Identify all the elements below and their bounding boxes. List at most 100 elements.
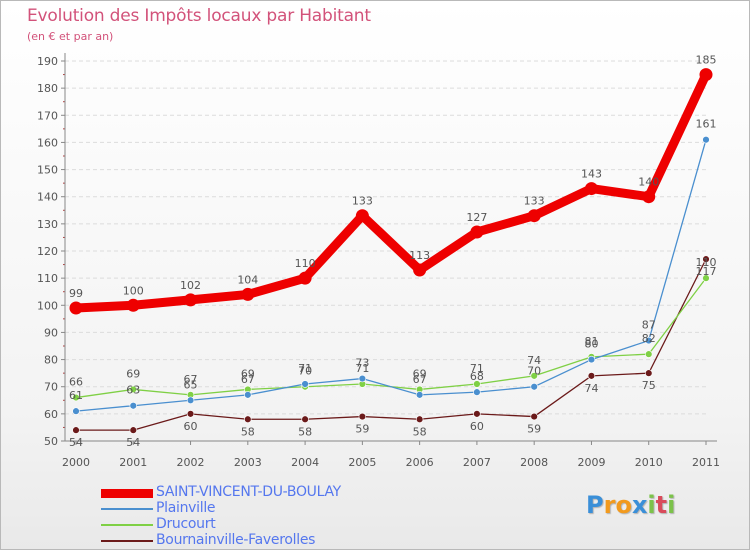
data-point-0	[699, 68, 713, 82]
series-lines	[71, 70, 711, 431]
data-label-2: 69	[413, 367, 427, 380]
data-point-2	[473, 380, 481, 388]
data-label-3: 75	[642, 379, 656, 392]
data-point-3	[530, 412, 538, 421]
x-tick-label: 2002	[177, 456, 205, 469]
data-label-2: 74	[527, 354, 541, 367]
y-tick-label: 90	[44, 326, 58, 339]
chart-subtitle: (en € et par an)	[27, 30, 114, 43]
data-point-3	[702, 255, 710, 263]
data-label-2: 71	[470, 362, 484, 375]
y-tick-label: 190	[37, 55, 58, 68]
chart-title: Evolution des Impôts locaux par Habitant	[27, 6, 371, 26]
grid	[65, 60, 709, 442]
legend-swatch	[101, 508, 153, 510]
data-label-0: 100	[123, 284, 144, 297]
data-point-0	[241, 287, 255, 301]
data-label-1: 63	[126, 384, 140, 397]
data-label-1: 87	[642, 319, 656, 332]
data-label-2: 82	[642, 332, 656, 345]
x-tick-label: 2006	[406, 456, 434, 469]
data-label-3: 117	[696, 265, 717, 278]
data-label-1: 68	[470, 370, 484, 383]
data-point-1	[358, 374, 367, 383]
data-point-0	[527, 209, 541, 223]
data-label-3: 59	[355, 423, 369, 436]
data-point-1	[72, 407, 80, 415]
y-tick-label: 50	[44, 435, 58, 448]
data-label-0: 133	[524, 195, 545, 208]
data-label-2: 66	[69, 376, 83, 389]
data-label-0: 99	[69, 287, 83, 300]
y-tick-label: 80	[44, 354, 58, 367]
logo-letter: i	[647, 491, 656, 519]
legend-swatch	[101, 524, 153, 526]
data-point-0	[184, 293, 198, 307]
data-label-1: 70	[527, 365, 541, 378]
data-label-3: 74	[584, 382, 598, 395]
y-tick-label: 100	[37, 299, 58, 312]
data-point-1	[530, 383, 538, 391]
data-label-1: 80	[584, 338, 598, 351]
data-point-3	[72, 426, 80, 434]
series-points	[69, 68, 713, 434]
y-tick-label: 120	[37, 245, 58, 258]
legend-item-bournainville[interactable]: Bournainville-Faverolles	[101, 532, 401, 549]
data-label-3: 58	[298, 425, 312, 438]
data-point-3	[645, 369, 653, 377]
data-point-3	[129, 426, 137, 434]
data-label-3: 54	[69, 436, 83, 449]
data-label-1: 61	[69, 389, 83, 402]
data-point-2	[129, 385, 137, 394]
data-label-3: 60	[470, 420, 484, 433]
data-label-0: 110	[295, 257, 316, 270]
data-label-2: 67	[184, 373, 198, 386]
data-point-2	[702, 274, 710, 282]
y-tick-label: 60	[44, 408, 58, 421]
data-point-1	[702, 136, 710, 144]
data-label-3: 54	[126, 436, 140, 449]
data-point-1	[645, 336, 653, 345]
data-point-0	[642, 190, 656, 204]
data-point-3	[301, 415, 309, 423]
legend-item-saint-vincent[interactable]: SAINT-VINCENT-DU-BOULAY	[101, 484, 401, 501]
data-label-2: 70	[298, 365, 312, 378]
data-point-0	[584, 182, 598, 196]
data-label-2: 81	[584, 335, 598, 348]
data-point-2	[645, 350, 653, 358]
series-line-0	[71, 70, 711, 313]
data-label-2: 69	[241, 367, 255, 380]
data-label-2: 69	[126, 367, 140, 380]
x-tick-label: 2009	[577, 456, 605, 469]
data-label-0: 185	[696, 54, 717, 67]
data-label-1: 67	[413, 373, 427, 386]
data-label-0: 102	[180, 279, 201, 292]
data-point-3	[358, 412, 367, 421]
y-tick-label: 150	[37, 164, 58, 177]
y-tick-label: 130	[37, 218, 58, 231]
data-label-3: 59	[527, 423, 541, 436]
logo-letter: r	[603, 491, 616, 519]
data-label-3: 58	[241, 425, 255, 438]
legend-label: SAINT-VINCENT-DU-BOULAY	[156, 484, 341, 500]
x-tick-label: 2003	[234, 456, 262, 469]
y-tick-label: 140	[37, 191, 58, 204]
y-tick-label: 180	[37, 82, 58, 95]
data-label-0: 127	[466, 211, 487, 224]
y-tick-label: 70	[44, 381, 58, 394]
data-label-1: 67	[241, 373, 255, 386]
y-tick-label: 160	[37, 136, 58, 149]
data-point-0	[470, 225, 484, 239]
data-label-0: 140	[638, 176, 659, 189]
data-label-0: 143	[581, 168, 602, 181]
data-point-3	[186, 410, 195, 418]
legend-item-plainville[interactable]: Plainville	[101, 500, 401, 517]
data-point-1	[415, 391, 424, 399]
x-tick-label: 2000	[62, 456, 90, 469]
legend-swatch	[101, 489, 153, 498]
legend-item-drucourt[interactable]: Drucourt	[101, 516, 401, 533]
x-tick-label: 2007	[463, 456, 491, 469]
